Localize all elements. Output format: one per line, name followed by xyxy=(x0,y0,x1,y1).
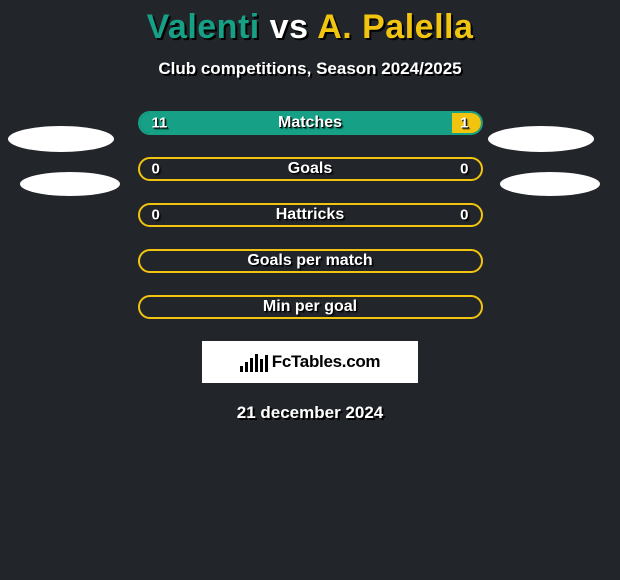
stat-bar: Hattricks0 0 xyxy=(138,203,483,227)
bar-value-left: 0 xyxy=(152,161,160,178)
player2-name: A. Palella xyxy=(317,8,473,46)
stat-bar: Goals per match xyxy=(138,249,483,273)
vs-text: vs xyxy=(270,8,309,46)
bar-value-left: 11 xyxy=(152,115,168,132)
player1-avatar-icon xyxy=(20,172,120,196)
bar-label: Matches xyxy=(140,114,481,132)
player2-avatar-icon xyxy=(488,126,594,152)
stat-bar: Goals0 0 xyxy=(138,157,483,181)
bar-label: Hattricks xyxy=(140,206,481,224)
player1-avatar-icon xyxy=(8,126,114,152)
bar-label: Goals per match xyxy=(140,252,481,270)
bar-value-left: 0 xyxy=(152,207,160,224)
fctables-logo[interactable]: FcTables.com xyxy=(202,341,418,383)
bar-value-right: 0 xyxy=(460,161,468,178)
comparison-card: Valenti vs A. Palella Club competitions,… xyxy=(0,0,620,423)
bar-value-right: 0 xyxy=(460,207,468,224)
logo-text: FcTables.com xyxy=(272,352,381,372)
bar-label: Min per goal xyxy=(140,298,481,316)
bar-label: Goals xyxy=(140,160,481,178)
subtitle: Club competitions, Season 2024/2025 xyxy=(0,59,620,79)
player2-avatar-icon xyxy=(500,172,600,196)
stat-bar: Min per goal xyxy=(138,295,483,319)
player1-name: Valenti xyxy=(147,8,260,46)
title: Valenti vs A. Palella xyxy=(0,8,620,47)
logo-bars-icon xyxy=(240,352,268,372)
stat-bar: Matches111 xyxy=(138,111,483,135)
date-text: 21 december 2024 xyxy=(0,403,620,423)
bar-value-right: 1 xyxy=(460,115,468,132)
